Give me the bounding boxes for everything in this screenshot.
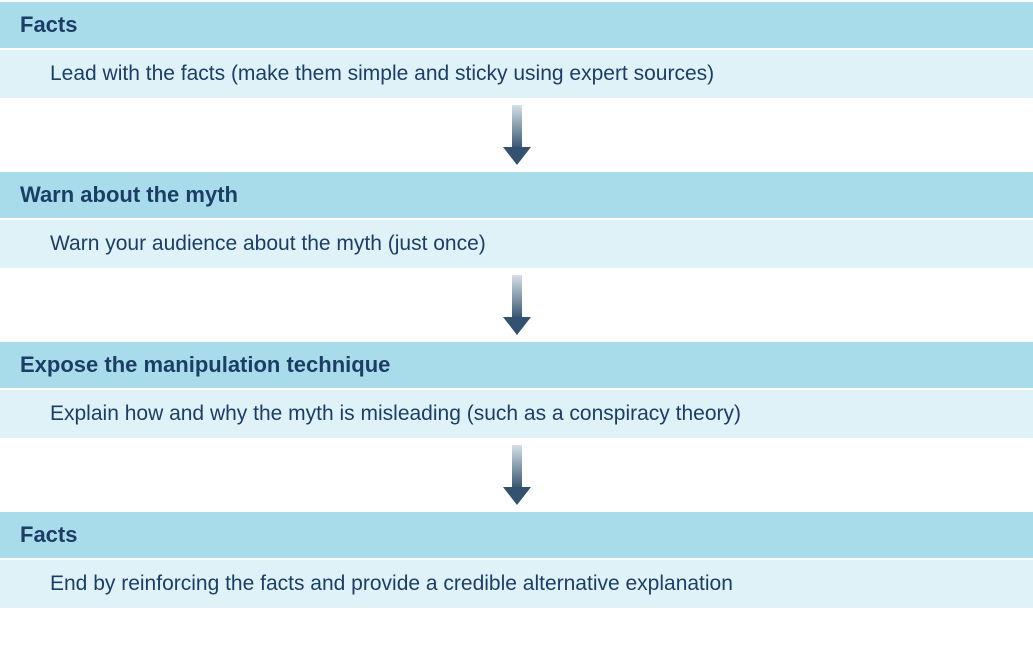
step-3-body: Explain how and why the myth is misleadi… <box>0 390 1033 440</box>
arrow-down-icon <box>503 445 531 505</box>
arrow-1 <box>0 100 1033 170</box>
step-1-body: Lead with the facts (make them simple an… <box>0 50 1033 100</box>
step-3: Expose the manipulation technique Explai… <box>0 340 1033 440</box>
step-3-header: Expose the manipulation technique <box>0 340 1033 390</box>
step-4-body: End by reinforcing the facts and provide… <box>0 560 1033 610</box>
step-4: Facts End by reinforcing the facts and p… <box>0 510 1033 610</box>
step-2-header: Warn about the myth <box>0 170 1033 220</box>
step-2: Warn about the myth Warn your audience a… <box>0 170 1033 270</box>
step-1-header: Facts <box>0 0 1033 50</box>
step-1: Facts Lead with the facts (make them sim… <box>0 0 1033 100</box>
arrow-down-icon <box>503 275 531 335</box>
flow-diagram: Facts Lead with the facts (make them sim… <box>0 0 1033 610</box>
arrow-2 <box>0 270 1033 340</box>
step-2-body: Warn your audience about the myth (just … <box>0 220 1033 270</box>
arrow-3 <box>0 440 1033 510</box>
step-4-header: Facts <box>0 510 1033 560</box>
arrow-down-icon <box>503 105 531 165</box>
